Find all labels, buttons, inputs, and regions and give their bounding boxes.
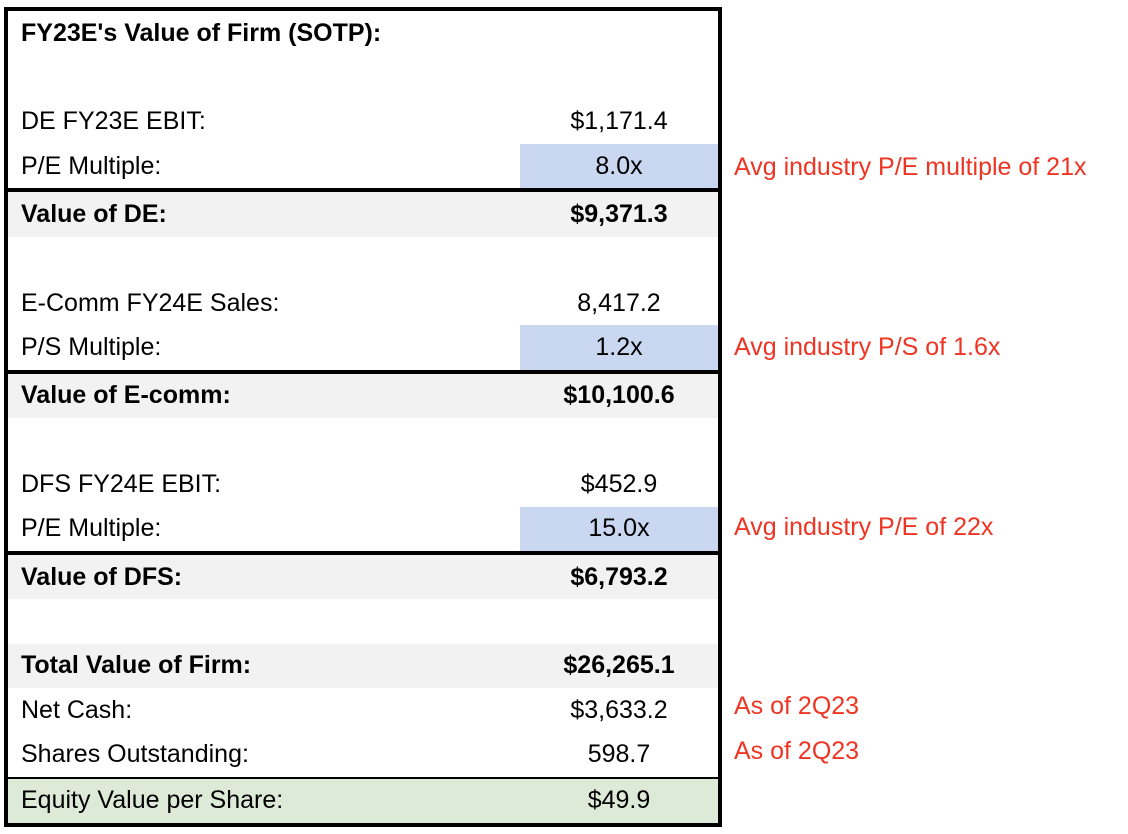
de-pe-multiple-label: P/E Multiple: — [21, 153, 162, 179]
dfs-ebit-label: DFS FY24E EBIT: — [21, 471, 222, 497]
equity-value-per-share-row: Equity Value per Share: $49.9 — [8, 776, 718, 823]
dfs-pe-multiple-row: P/E Multiple: 15.0x — [8, 506, 718, 551]
ecomm-sales-value: 8,417.2 — [577, 288, 661, 317]
shares-outstanding-label: Shares Outstanding: — [21, 741, 249, 767]
value-of-ecomm-value: $10,100.6 — [563, 381, 675, 410]
equity-value-per-share-label: Equity Value per Share: — [21, 788, 284, 814]
net-cash-label: Net Cash: — [21, 697, 133, 723]
ecomm-sales-row: E-Comm FY24E Sales: 8,417.2 — [8, 281, 718, 325]
net-cash-value: $3,633.2 — [570, 695, 668, 724]
ecomm-sales-label: E-Comm FY24E Sales: — [21, 290, 280, 316]
sotp-table: FY23E's Value of Firm (SOTP): DE FY23E E… — [4, 7, 722, 827]
de-pe-multiple-input-cell[interactable]: 8.0x — [520, 143, 718, 189]
annotation-avg-industry-ps-1-6x: Avg industry P/S of 1.6x — [734, 333, 1001, 361]
value-of-dfs-label: Value of DFS: — [21, 564, 183, 590]
dfs-ebit-value: $452.9 — [580, 469, 658, 498]
annotation-net-cash-as-of-2q23: As of 2Q23 — [734, 692, 860, 720]
ps-multiple-label: P/S Multiple: — [21, 334, 162, 360]
value-of-ecomm-label: Value of E-comm: — [21, 383, 231, 409]
shares-outstanding-value: 598.7 — [587, 739, 651, 768]
de-pe-multiple-row: P/E Multiple: 8.0x — [8, 143, 718, 189]
total-value-of-firm-label: Total Value of Firm: — [21, 653, 252, 679]
spacer-row — [8, 237, 718, 281]
table-title: FY23E's Value of Firm (SOTP): — [21, 20, 382, 46]
value-of-dfs-row: Value of DFS: $6,793.2 — [8, 550, 718, 600]
de-ebit-label: DE FY23E EBIT: — [21, 109, 206, 135]
value-of-dfs-value: $6,793.2 — [570, 562, 668, 591]
dfs-pe-multiple-label: P/E Multiple: — [21, 516, 162, 542]
spacer-row — [8, 599, 718, 643]
total-value-of-firm-value: $26,265.1 — [563, 651, 675, 680]
spacer-row — [8, 418, 718, 462]
de-ebit-value: $1,171.4 — [570, 107, 668, 136]
dfs-pe-multiple-input-cell[interactable]: 15.0x — [520, 506, 718, 551]
total-value-of-firm-row: Total Value of Firm: $26,265.1 — [8, 643, 718, 688]
spacer-row — [8, 55, 718, 99]
title-row: FY23E's Value of Firm (SOTP): — [8, 11, 718, 55]
value-of-ecomm-row: Value of E-comm: $10,100.6 — [8, 369, 718, 418]
shares-outstanding-row: Shares Outstanding: 598.7 — [8, 732, 718, 776]
value-of-de-label: Value of DE: — [21, 201, 167, 227]
value-of-de-row: Value of DE: $9,371.3 — [8, 188, 718, 237]
equity-value-per-share-value: $49.9 — [587, 786, 651, 815]
value-of-de-value: $9,371.3 — [570, 199, 668, 228]
ps-multiple-row: P/S Multiple: 1.2x — [8, 325, 718, 370]
annotation-shares-as-of-2q23: As of 2Q23 — [734, 737, 860, 765]
net-cash-row: Net Cash: $3,633.2 — [8, 688, 718, 732]
de-ebit-row: DE FY23E EBIT: $1,171.4 — [8, 100, 718, 144]
annotation-avg-industry-pe-22x: Avg industry P/E of 22x — [734, 513, 994, 541]
dfs-ebit-row: DFS FY24E EBIT: $452.9 — [8, 462, 718, 506]
ps-multiple-input-cell[interactable]: 1.2x — [520, 325, 718, 370]
annotation-avg-industry-pe-21x: Avg industry P/E multiple of 21x — [734, 153, 1087, 181]
